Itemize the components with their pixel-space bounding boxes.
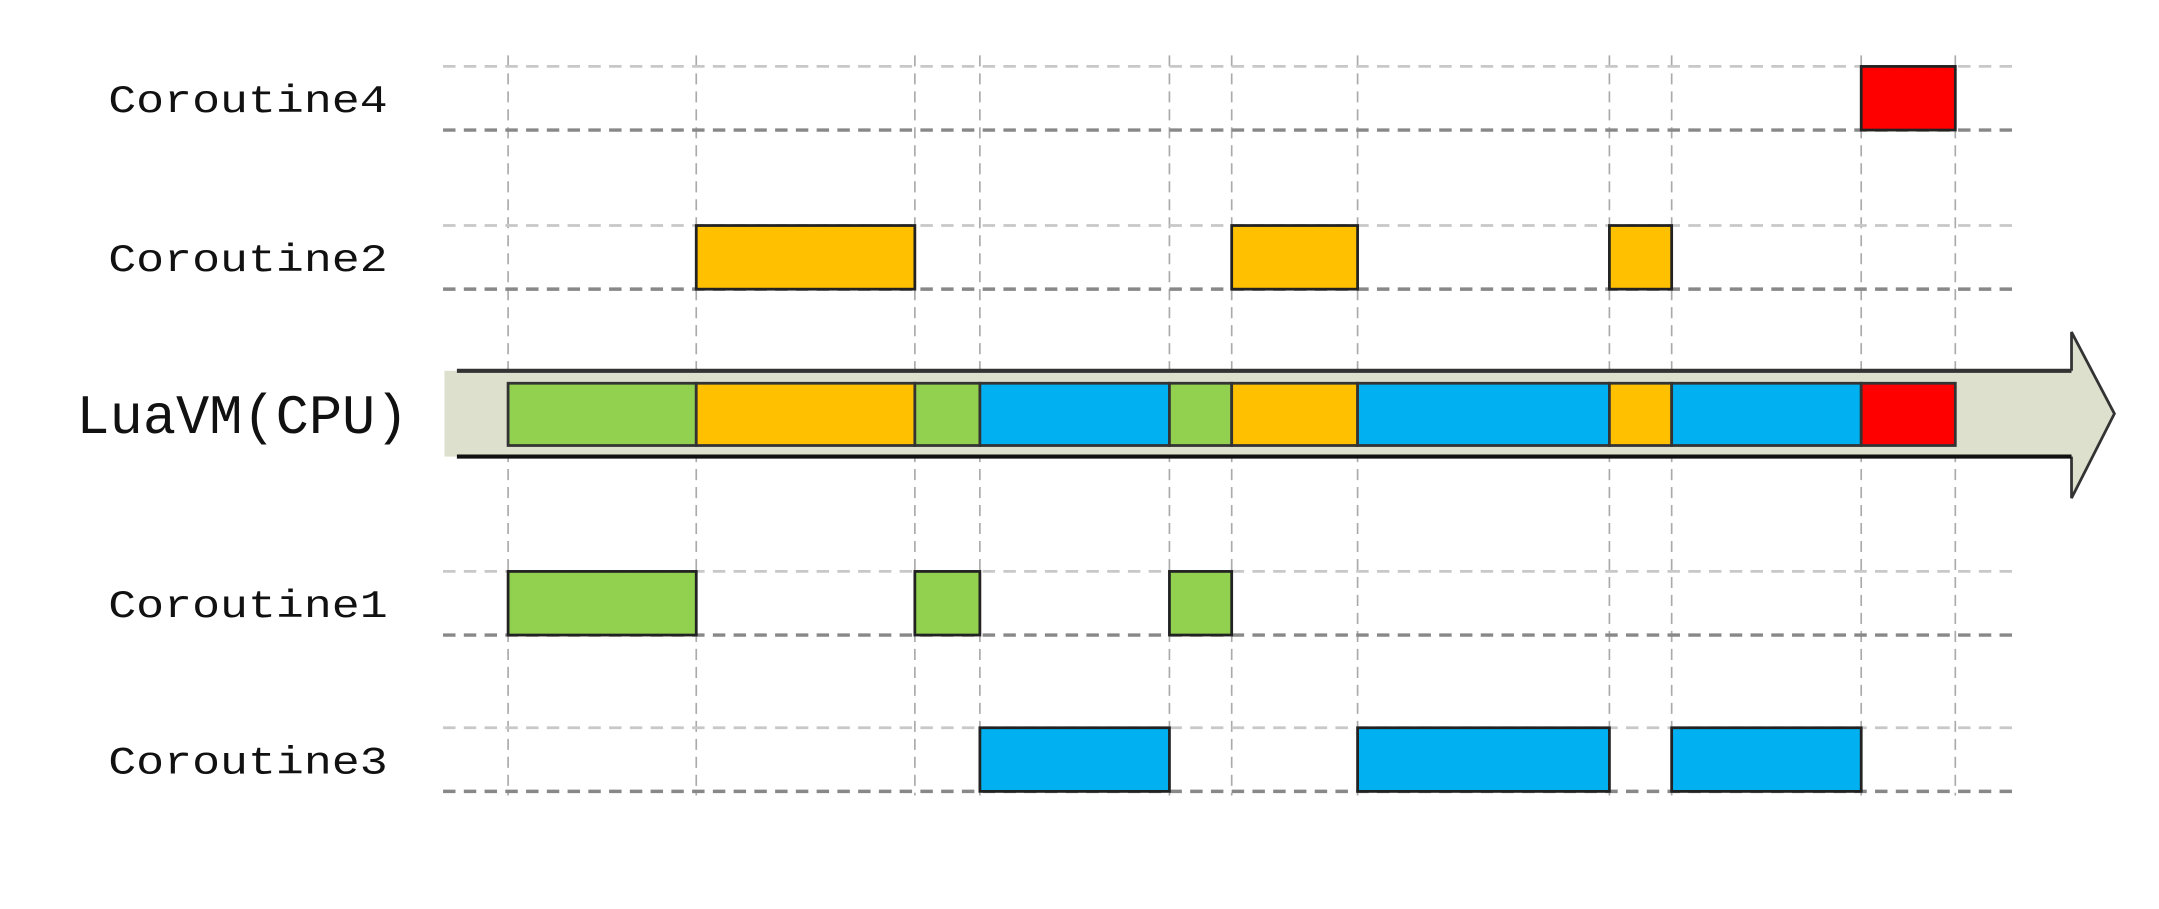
cpu-slice-c2 [1608,381,1674,447]
cpu-label: LuaVM(CPU) [76,387,408,450]
row-label-c3: Coroutine3 [108,741,387,785]
run-block-c1 [506,570,698,637]
cpu-slice-c3 [1356,381,1611,447]
run-block-c2 [694,224,917,291]
run-block-c2 [1608,224,1674,291]
run-block-c1 [1168,570,1234,637]
run-block-c3 [978,726,1171,793]
cpu-slice-c1 [506,381,698,447]
cpu-slice-c4 [1859,381,1957,447]
cpu-slice-c2 [1230,381,1359,447]
cpu-slice-c2 [694,381,917,447]
row-label-c1: Coroutine1 [108,585,387,629]
cpu-slice-c1 [913,381,982,447]
arrow-head-icon [2070,331,2116,499]
coroutine-rows: Coroutine4 Coroutine2 Coroutine1 Coroutine3 [108,65,2021,794]
cpu-slice-c1 [1168,381,1234,447]
run-block-c3 [1670,726,1863,793]
cpu-slice-c3 [1670,381,1863,447]
cpu-timeline [444,331,2116,499]
row-label-c4: Coroutine4 [108,80,387,124]
row-label-c2: Coroutine2 [108,239,387,283]
run-block-c2 [1230,224,1359,291]
run-block-c4 [1859,65,1957,132]
run-block-c1 [913,570,982,637]
run-block-c3 [1356,726,1611,793]
cpu-slice-c3 [978,381,1171,447]
